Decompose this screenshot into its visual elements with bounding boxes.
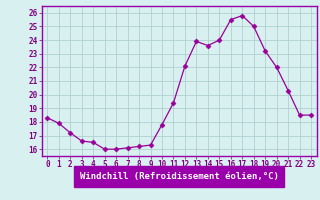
X-axis label: Windchill (Refroidissement éolien,°C): Windchill (Refroidissement éolien,°C): [80, 172, 279, 181]
